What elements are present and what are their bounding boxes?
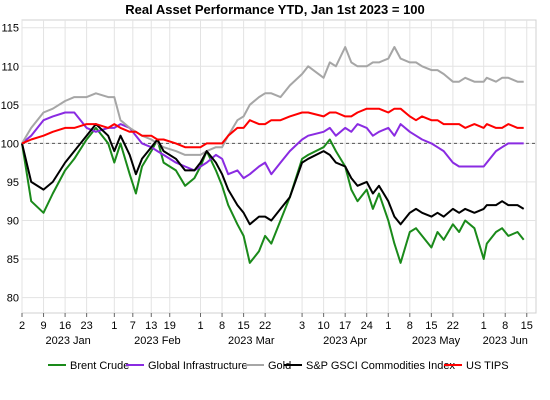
x-tick-label: 9 [40,320,46,332]
series-line-us-tips [21,107,524,149]
x-month-label: 2023 Jan [46,335,91,347]
series-lines [21,46,525,264]
x-month-label: 2023 May [412,335,461,347]
x-tick-label: 1 [481,320,487,332]
legend-label: Global Infrastructure [148,360,248,372]
x-tick-label: 22 [259,320,271,332]
x-tick-label: 23 [81,320,93,332]
legend-label: S&P GSCI Commodities Index [306,360,455,372]
y-tick-label: 105 [1,100,19,112]
x-tick-label: 1 [385,320,391,332]
series-line-brent-crude [21,126,525,264]
grid [21,19,537,314]
x-tick-label: 2 [19,320,25,332]
y-axis: 80 85 90 95 100 105 110 115 [1,23,19,305]
x-tick-label: 3 [299,320,305,332]
x-tick-label: 15 [521,320,533,332]
y-tick-label: 110 [1,61,19,73]
legend-label: Gold [268,360,291,372]
x-tick-label: 24 [361,320,373,332]
y-tick-label: 85 [7,254,19,266]
x-tick-label: 13 [145,320,157,332]
x-tick-label: 19 [164,320,176,332]
x-month-label: 2023 Jun [483,335,528,347]
x-tick-label: 10 [318,320,330,332]
x-axis: 2 9 16 23 1 7 13 19 1 8 15 22 3 10 17 24 1 8 15 22 1 8 152023 … [19,313,533,347]
x-tick-label: 17 [339,320,351,332]
x-tick-label: 22 [447,320,459,332]
series-line-global-infrastructure [21,111,524,180]
y-tick-label: 95 [7,177,19,189]
y-tick-label: 115 [1,23,19,35]
x-tick-label: 15 [425,320,437,332]
x-month-label: 2023 Feb [134,335,180,347]
x-tick-label: 15 [237,320,249,332]
x-month-label: 2023 Mar [228,335,275,347]
x-tick-label: 8 [502,320,508,332]
x-tick-label: 8 [219,320,225,332]
chart-title: Real Asset Performance YTD, Jan 1st 2023… [125,2,425,17]
x-tick-label: 8 [407,320,413,332]
legend: Brent Crude Global Infrastructure Gold S&P … [48,360,509,372]
x-month-label: 2023 Apr [323,335,367,347]
legend-label: US TIPS [466,360,509,372]
x-tick-label: 7 [130,320,136,332]
x-tick-label: 16 [59,320,71,332]
x-tick-label: 1 [111,320,117,332]
legend-label: Brent Crude [70,360,129,372]
series-line-s-p-gsci-commodities-index [21,123,525,226]
series-line-gold [21,46,524,156]
x-tick-label: 1 [197,320,203,332]
y-tick-label: 100 [1,138,19,150]
y-tick-label: 90 [7,215,19,227]
y-tick-label: 80 [7,293,19,305]
